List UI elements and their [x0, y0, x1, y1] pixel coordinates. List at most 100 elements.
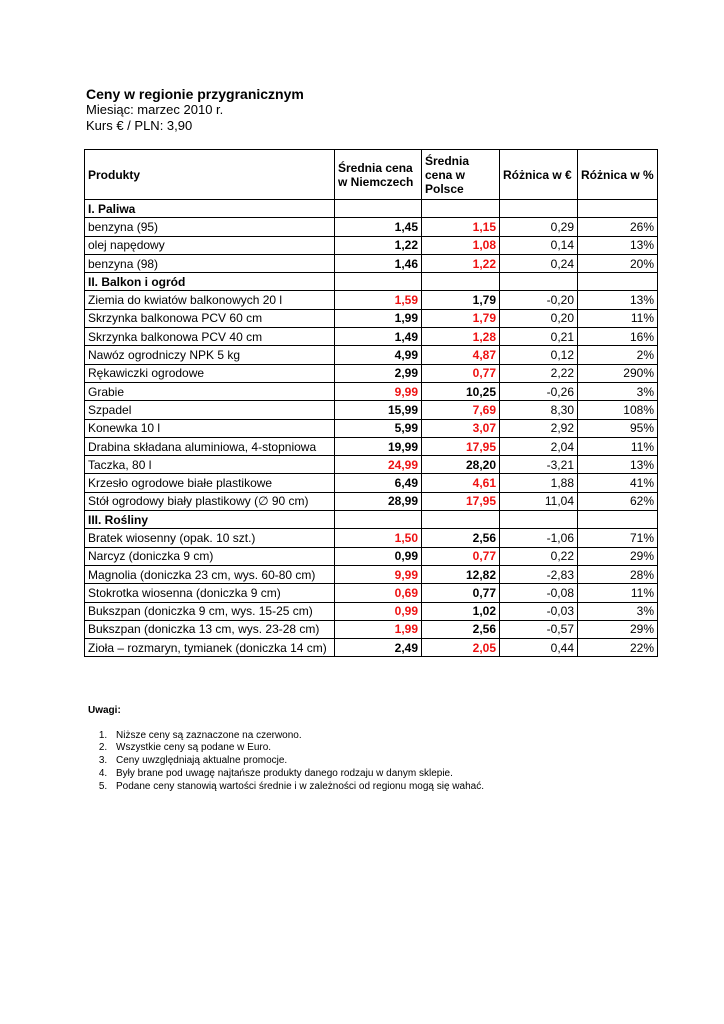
header: Ceny w regionie przygranicznym Miesiąc: … [86, 86, 304, 134]
product-name: Narcyz (doniczka 9 cm) [84, 546, 335, 566]
product-row: Drabina składana aluminiowa, 4-stopniowa… [84, 436, 658, 457]
value-cell: 13% [577, 290, 658, 310]
product-name: Taczka, 80 l [84, 455, 335, 475]
column-header: Średnia cena w Niemczech [334, 149, 422, 200]
value-cell: 1,99 [334, 619, 422, 640]
product-name: Nawóz ogrodniczy NPK 5 kg [84, 345, 335, 365]
value-cell: 1,79 [421, 308, 500, 329]
value-cell: 1,59 [334, 290, 422, 310]
value-cell: 15,99 [334, 400, 422, 420]
value-cell: 2,05 [421, 638, 500, 658]
product-row: Taczka, 80 l 24,99 28,20 -3,21 13% [84, 455, 658, 475]
value-cell: 28,99 [334, 491, 422, 512]
value-cell: 7,69 [421, 400, 500, 420]
product-row: Krzesło ogrodowe białe plastikowe 6,49 4,6… [84, 473, 658, 493]
note-item: Były brane pod uwagę najtańsze produkty … [110, 768, 484, 781]
value-cell: 17,95 [421, 491, 500, 512]
value-cell: 1,08 [421, 235, 500, 255]
product-row: Konewka 10 l 5,99 3,07 2,92 95% [84, 418, 658, 438]
value-cell: 11% [577, 308, 658, 329]
value-cell: 1,45 [334, 217, 422, 237]
product-row: Ziemia do kwiatów balkonowych 20 l 1,59 1,… [84, 290, 658, 310]
value-cell: 41% [577, 473, 658, 493]
product-name: Krzesło ogrodowe białe plastikowe [84, 473, 335, 493]
product-name: Zioła – rozmaryn, tymianek (doniczka 14 … [84, 638, 335, 658]
section-name: II. Balkon i ogród [84, 272, 335, 292]
product-row: Rękawiczki ogrodowe 2,99 0,77 2,22 290% [84, 363, 658, 383]
note-item: Niższe ceny są zaznaczone na czerwono. [110, 730, 484, 743]
value-cell: 28,20 [421, 455, 500, 475]
product-row: Narcyz (doniczka 9 cm) 0,99 0,77 0,22 29% [84, 546, 658, 566]
empty-cell [334, 510, 422, 530]
value-cell: 290% [577, 363, 658, 383]
value-cell: 9,99 [334, 381, 422, 402]
empty-cell [577, 272, 658, 292]
value-cell: 0,21 [499, 327, 578, 347]
value-cell: 2,22 [499, 363, 578, 383]
value-cell: 1,49 [334, 327, 422, 347]
notes-title: Uwagi: [88, 705, 121, 716]
value-cell: 71% [577, 528, 658, 548]
empty-cell [421, 198, 500, 219]
product-name: Konewka 10 l [84, 418, 335, 438]
value-cell: 3% [577, 601, 658, 621]
value-cell: 10,25 [421, 381, 500, 402]
product-row: Stół ogrodowy biały plastikowy (∅ 90 cm)… [84, 491, 658, 512]
value-cell: 24,99 [334, 455, 422, 475]
product-name: Bukszpan (doniczka 9 cm, wys. 15-25 cm) [84, 601, 335, 621]
value-cell: 19,99 [334, 436, 422, 457]
product-name: Szpadel [84, 400, 335, 420]
value-cell: -1,06 [499, 528, 578, 548]
value-cell: 1,22 [334, 235, 422, 255]
product-name: Bukszpan (doniczka 13 cm, wys. 23-28 cm) [84, 619, 335, 640]
value-cell: 28% [577, 564, 658, 585]
value-cell: 11% [577, 436, 658, 457]
value-cell: 2,56 [421, 619, 500, 640]
product-row: Bratek wiosenny (opak. 10 szt.) 1,50 2,56-… [84, 528, 658, 548]
value-cell: -0,08 [499, 583, 578, 603]
product-name: Drabina składana aluminiowa, 4-stopniowa [84, 436, 335, 457]
value-cell: 62% [577, 491, 658, 512]
value-cell: 4,87 [421, 345, 500, 365]
value-cell: 0,14 [499, 235, 578, 255]
empty-cell [577, 198, 658, 219]
value-cell: 95% [577, 418, 658, 438]
value-cell: 13% [577, 235, 658, 255]
product-name: benzyna (95) [84, 217, 335, 237]
value-cell: 1,02 [421, 601, 500, 621]
empty-cell [421, 510, 500, 530]
product-row: Stokrotka wiosenna (doniczka 9 cm) 0,69 0,… [84, 583, 658, 603]
product-row: Szpadel 15,99 7,69 8,30 108% [84, 400, 658, 420]
value-cell: 0,29 [499, 217, 578, 237]
value-cell: 0,69 [334, 583, 422, 603]
product-row: Skrzynka balkonowa PCV 40 cm 1,49 1,28 0,21… [84, 327, 658, 347]
value-cell: 4,61 [421, 473, 500, 493]
product-name: Bratek wiosenny (opak. 10 szt.) [84, 528, 335, 548]
value-cell: 3,07 [421, 418, 500, 438]
empty-cell [499, 198, 578, 219]
value-cell: 4,99 [334, 345, 422, 365]
value-cell: 0,77 [421, 546, 500, 566]
value-cell: 16% [577, 327, 658, 347]
value-cell: 1,46 [334, 253, 422, 274]
section-row: II. Balkon i ogród [84, 272, 658, 292]
value-cell: 20% [577, 253, 658, 274]
header-row: Produkty Średnia cena w Niemczech Średnia … [84, 149, 658, 200]
product-row: Bukszpan (doniczka 13 cm, wys. 23-28 cm)… [84, 619, 658, 640]
value-cell: 1,88 [499, 473, 578, 493]
value-cell: 13% [577, 455, 658, 475]
value-cell: -2,83 [499, 564, 578, 585]
value-cell: 1,28 [421, 327, 500, 347]
rate: Kurs € / PLN: 3,90 [86, 118, 193, 133]
column-header: Produkty [84, 149, 335, 200]
value-cell: 9,99 [334, 564, 422, 585]
column-header: Różnica w € [499, 149, 578, 200]
value-cell: 22% [577, 638, 658, 658]
section-row: I. Paliwa [84, 198, 658, 219]
value-cell: 6,49 [334, 473, 422, 493]
product-name: Magnolia (doniczka 23 cm, wys. 60-80 cm) [84, 564, 335, 585]
value-cell: 29% [577, 546, 658, 566]
product-row: benzyna (95) 1,45 1,15 0,29 26% [84, 217, 658, 237]
value-cell: 3% [577, 381, 658, 402]
title: Ceny w regionie przygranicznym [86, 86, 304, 102]
